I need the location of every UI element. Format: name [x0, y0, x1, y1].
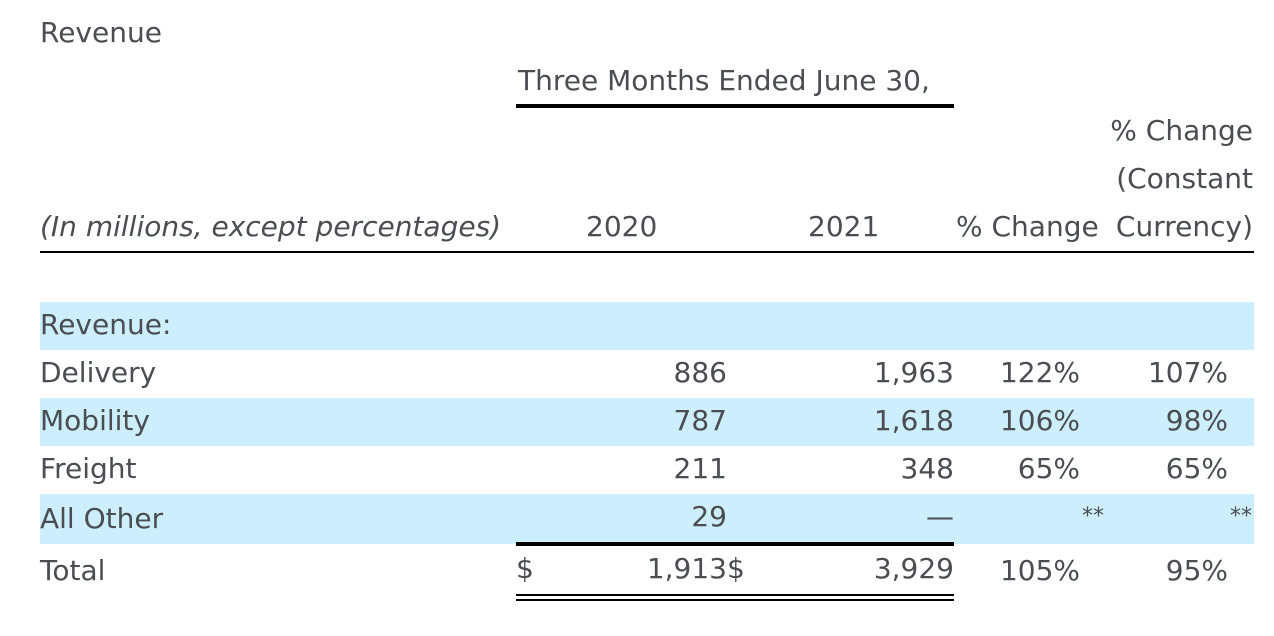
currency-symbol-2020: $ [516, 552, 534, 585]
total-2021: 3,929 [873, 552, 954, 585]
pct-cc-header-line2: (Constant [1116, 162, 1253, 195]
total-2020: 1,913 [646, 552, 727, 585]
value-2021: — [926, 500, 954, 533]
period-header-underline [516, 104, 954, 108]
total-double-rule-top [516, 594, 954, 596]
value-2020: 29 [691, 500, 727, 533]
currency-symbol-2021: $ [727, 552, 745, 585]
row-label: Mobility [40, 404, 150, 437]
value-2020: 886 [673, 356, 727, 389]
pct-cc-header-line3: Currency) [1115, 210, 1253, 243]
units-label: (In millions, except percentages) [40, 210, 502, 243]
group-label: Revenue: [40, 308, 172, 341]
subtotal-rule [516, 542, 954, 546]
value-2021: 1,618 [873, 404, 954, 437]
value-2020: 211 [673, 452, 727, 485]
pct-change-header: % Change [956, 210, 1099, 243]
row-band-mobility [40, 398, 1254, 446]
pct-change: 122% [999, 356, 1080, 389]
row-band-all-other [40, 494, 1254, 544]
value-2021: 1,963 [873, 356, 954, 389]
pct-change: 106% [999, 404, 1080, 437]
total-label: Total [40, 554, 106, 587]
row-label: All Other [40, 502, 164, 535]
total-pct-change: 105% [999, 554, 1080, 587]
value-2021: 348 [900, 452, 954, 485]
row-label: Freight [40, 452, 137, 485]
section-title: Revenue [40, 16, 162, 49]
row-label: Delivery [40, 356, 157, 389]
pct-change: 65% [1017, 452, 1080, 485]
total-double-rule-bottom [516, 599, 954, 601]
header-rule [40, 251, 1254, 253]
pct-change-cc: 65% [1165, 452, 1228, 485]
year-2020-header: 2020 [586, 210, 658, 243]
pct-change-cc: ** [1230, 504, 1252, 529]
total-pct-change-cc: 95% [1165, 554, 1228, 587]
value-2020: 787 [673, 404, 727, 437]
pct-cc-header-line1: % Change [1110, 114, 1253, 147]
year-2021-header: 2021 [808, 210, 880, 243]
pct-change-cc: 98% [1165, 404, 1228, 437]
period-header: Three Months Ended June 30, [518, 64, 930, 97]
pct-change: ** [1082, 504, 1104, 529]
pct-change-cc: 107% [1147, 356, 1228, 389]
row-band-revenue [40, 302, 1254, 350]
